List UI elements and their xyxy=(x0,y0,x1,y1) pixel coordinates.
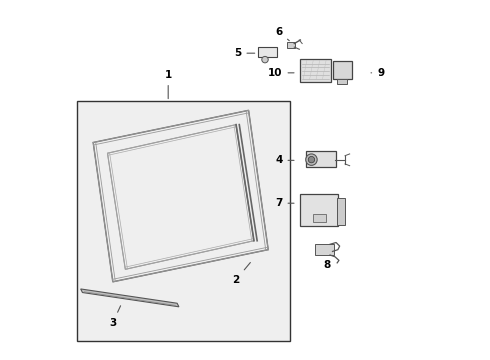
Bar xyxy=(300,194,338,226)
Text: 1: 1 xyxy=(165,70,172,99)
Text: 2: 2 xyxy=(232,262,250,285)
Bar xyxy=(313,214,326,222)
Text: 8: 8 xyxy=(323,254,331,270)
Bar xyxy=(287,42,295,48)
Bar xyxy=(337,198,345,225)
Text: 9: 9 xyxy=(371,68,384,78)
Bar xyxy=(300,59,331,82)
Text: 6: 6 xyxy=(275,27,289,41)
Bar xyxy=(333,61,352,79)
Circle shape xyxy=(306,154,317,165)
Circle shape xyxy=(262,57,268,63)
Bar xyxy=(77,102,290,341)
Bar xyxy=(306,152,336,167)
Polygon shape xyxy=(81,289,179,307)
Bar xyxy=(258,47,277,57)
Text: 5: 5 xyxy=(234,48,255,58)
Bar xyxy=(315,244,334,255)
Text: 7: 7 xyxy=(275,198,294,208)
Text: 3: 3 xyxy=(109,306,121,328)
Circle shape xyxy=(308,157,315,163)
Bar xyxy=(337,78,347,84)
Text: 4: 4 xyxy=(275,156,294,165)
Text: 10: 10 xyxy=(268,68,294,78)
